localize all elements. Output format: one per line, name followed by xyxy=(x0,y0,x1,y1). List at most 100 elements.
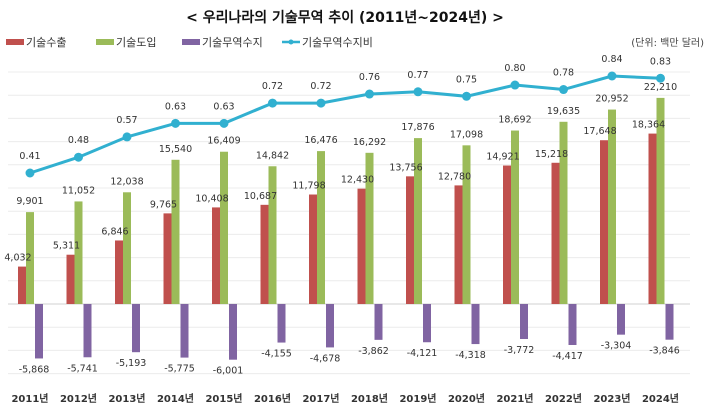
x-tick-label: 2024년 xyxy=(642,392,679,405)
bar-import xyxy=(123,192,131,304)
data-label-import: 11,052 xyxy=(62,185,95,196)
data-label-export: 17,648 xyxy=(583,126,616,137)
x-tick-label: 2019년 xyxy=(399,392,436,405)
x-tick-label: 2011년 xyxy=(11,392,48,405)
ratio-point xyxy=(365,89,374,99)
bar-import xyxy=(268,166,277,304)
ratio-point xyxy=(171,118,180,128)
x-tick-label: 2023년 xyxy=(593,392,630,405)
data-label-ratio: 0.63 xyxy=(165,101,186,112)
bar-export xyxy=(212,207,220,304)
legend-label: 기술도입 xyxy=(116,36,156,49)
bar-export xyxy=(357,188,366,304)
ratio-point xyxy=(25,168,35,178)
data-label-import: 16,292 xyxy=(353,137,386,148)
data-label-ratio: 0.63 xyxy=(213,101,234,112)
bar-balance xyxy=(665,304,674,340)
data-label-balance: -3,304 xyxy=(601,341,632,352)
ratio-point xyxy=(656,73,665,83)
legend: 기술수출 기술도입 기술무역수지 기술무역수지비 xyxy=(6,36,373,49)
bar-balance xyxy=(132,304,140,353)
data-label-ratio: 0.84 xyxy=(601,54,622,65)
bar-export xyxy=(406,176,414,304)
data-label-import: 17,098 xyxy=(450,129,483,140)
ratio-point xyxy=(122,132,132,142)
data-label-import: 9,901 xyxy=(16,196,43,207)
bar-export xyxy=(503,165,511,304)
data-label-ratio: 0.76 xyxy=(359,72,380,83)
data-label-export: 12,430 xyxy=(341,175,374,186)
x-tick-label: 2017년 xyxy=(302,392,339,405)
x-tick-label: 2014년 xyxy=(157,392,194,405)
data-label-import: 19,635 xyxy=(547,106,580,117)
bar-import xyxy=(559,121,568,304)
bar-import xyxy=(74,201,83,304)
data-label-ratio: 0.57 xyxy=(116,115,137,126)
data-label-balance: -4,155 xyxy=(261,349,292,360)
data-label-balance: -4,318 xyxy=(455,350,486,361)
bar-export xyxy=(163,213,172,304)
x-tick-label: 2013년 xyxy=(108,392,145,405)
bar-balance xyxy=(35,304,43,359)
legend-label: 기술무역수지비 xyxy=(302,36,373,49)
data-label-balance: -3,772 xyxy=(504,345,535,356)
data-label-import: 15,540 xyxy=(159,144,192,155)
bar-balance xyxy=(423,304,431,343)
data-label-balance: -5,868 xyxy=(19,364,50,375)
ratio-line xyxy=(25,71,665,178)
bar-import xyxy=(462,145,471,304)
unit-label: (단위: 백만 달러) xyxy=(631,36,704,49)
data-label-ratio: 0.77 xyxy=(407,70,428,81)
bars xyxy=(18,97,674,360)
x-tick-label: 2018년 xyxy=(351,392,388,405)
ratio-point xyxy=(268,98,277,108)
data-label-export: 10,687 xyxy=(244,191,277,202)
data-label-ratio: 0.78 xyxy=(553,68,574,79)
gridlines xyxy=(8,71,690,375)
data-label-import: 17,876 xyxy=(401,122,434,133)
bar-export xyxy=(454,185,463,304)
data-label-export: 10,408 xyxy=(195,193,228,204)
ratio-point xyxy=(219,118,229,128)
bar-export xyxy=(309,194,317,304)
data-label-ratio: 0.72 xyxy=(310,81,331,92)
legend-label: 기술무역수지 xyxy=(202,36,263,49)
data-label-ratio: 0.72 xyxy=(262,81,283,92)
data-label-balance: -6,001 xyxy=(213,366,244,377)
x-tick-label: 2016년 xyxy=(254,392,291,405)
bar-import xyxy=(317,151,325,304)
data-label-export: 18,364 xyxy=(632,120,665,131)
legend-swatch xyxy=(182,39,200,45)
ratio-point xyxy=(462,91,471,101)
chart-title: < 우리나라의 기술무역 추이 (2011년~2024년) > xyxy=(186,9,504,26)
data-label-export: 6,846 xyxy=(101,226,128,237)
bar-import xyxy=(656,97,665,304)
x-tick-label: 2012년 xyxy=(60,392,97,405)
data-label-import: 22,210 xyxy=(644,82,677,93)
data-label-import: 20,952 xyxy=(595,94,628,105)
x-axis: 2011년 2012년 2013년 2014년 2015년 2016년 2017년 2018년… xyxy=(11,392,679,405)
data-label-balance: -5,741 xyxy=(67,363,98,374)
data-label-export: 4,032 xyxy=(4,253,31,264)
data-label-export: 15,218 xyxy=(535,149,568,160)
data-label-ratio: 0.48 xyxy=(68,135,89,146)
bar-export xyxy=(66,254,75,304)
legend-swatch xyxy=(6,39,24,45)
bar-export xyxy=(260,204,269,304)
bar-import xyxy=(220,151,228,304)
data-label-ratio: 0.41 xyxy=(19,151,40,162)
ratio-point xyxy=(607,71,617,81)
bar-import xyxy=(171,159,180,304)
bar-balance xyxy=(568,304,577,345)
x-tick-label: 2021년 xyxy=(496,392,533,405)
ratio-point xyxy=(559,85,568,95)
x-tick-label: 2015년 xyxy=(205,392,242,405)
bar-balance xyxy=(471,304,480,345)
bar-import xyxy=(511,130,519,304)
ratio-point xyxy=(413,87,423,97)
legend-swatch xyxy=(96,39,114,45)
bar-balance xyxy=(617,304,625,335)
data-label-ratio: 0.80 xyxy=(504,63,525,74)
data-label-ratio: 0.83 xyxy=(650,56,671,67)
